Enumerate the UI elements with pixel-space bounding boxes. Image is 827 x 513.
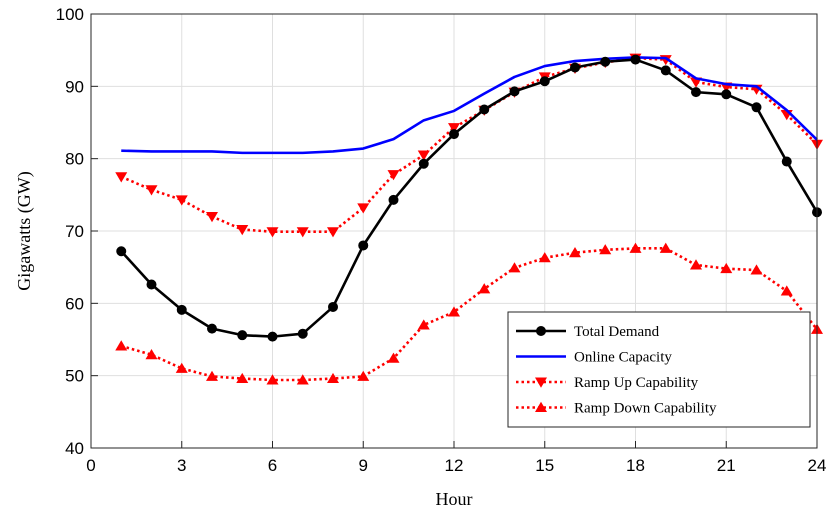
series-online-capacity: [121, 56, 818, 155]
x-axis-label: Hour: [436, 489, 473, 509]
y-tick-label: 60: [65, 294, 84, 313]
data-point: [781, 156, 792, 167]
data-point: [721, 89, 732, 100]
series-layer: [115, 53, 823, 385]
data-point: [175, 195, 188, 206]
series-line: [120, 56, 818, 234]
data-point: [327, 372, 339, 384]
series-line: [120, 58, 819, 338]
x-tick-label: 24: [808, 456, 827, 475]
legend-marker: [535, 377, 547, 388]
data-point: [630, 54, 641, 65]
y-tick-label: 50: [65, 367, 84, 386]
data-point: [358, 240, 369, 251]
legend-item: Total Demand: [516, 324, 660, 340]
axis-ticks: 0 3 6 9 12 15 18 21 24 40 50 60 70 80 90 100: [56, 5, 827, 475]
data-point: [266, 227, 279, 238]
data-point: [145, 185, 158, 196]
data-point: [720, 262, 733, 274]
y-tick-label: 40: [65, 439, 84, 458]
series-line: [120, 247, 819, 382]
legend-item: Online Capacity: [516, 350, 672, 366]
legend-marker: [536, 326, 546, 336]
data-point: [599, 244, 612, 255]
legend: Total Demand Online Capacity Ramp Up Capab…: [507, 311, 811, 428]
legend-label: Ramp Down Capability: [574, 401, 717, 417]
data-point: [417, 150, 430, 161]
data-point: [115, 340, 128, 351]
legend-label: Ramp Up Capability: [574, 375, 699, 391]
data-point: [207, 323, 217, 334]
data-point: [327, 227, 339, 238]
data-point: [479, 104, 490, 115]
legend-marker: [535, 401, 547, 412]
data-point: [569, 247, 581, 258]
data-point: [538, 252, 551, 263]
series-total-demand: [116, 54, 822, 342]
data-point: [570, 62, 580, 73]
data-point: [145, 348, 158, 360]
data-point: [206, 370, 218, 381]
series-line: [121, 56, 818, 155]
x-tick-label: 9: [359, 456, 368, 475]
x-tick-label: 18: [626, 456, 645, 475]
data-point: [780, 285, 793, 296]
data-point: [267, 331, 278, 342]
data-point: [236, 225, 249, 236]
legend-label: Online Capacity: [574, 350, 672, 366]
x-tick-label: 0: [86, 456, 95, 475]
data-point: [417, 319, 430, 330]
x-tick-label: 3: [177, 456, 186, 475]
y-tick-label: 80: [65, 150, 84, 169]
data-point: [236, 372, 249, 384]
data-point: [357, 203, 370, 214]
x-tick-label: 15: [535, 456, 554, 475]
data-point: [296, 227, 309, 238]
data-point: [508, 262, 521, 273]
data-point: [478, 283, 491, 294]
data-point: [691, 87, 701, 98]
data-point: [660, 65, 671, 76]
data-point: [146, 279, 157, 290]
data-point: [448, 123, 460, 134]
data-point: [237, 330, 248, 341]
data-point: [690, 259, 702, 270]
legend-item: Ramp Up Capability: [516, 375, 699, 391]
series-ramp-down-capability: [115, 242, 823, 385]
data-point: [629, 242, 642, 253]
data-point: [751, 102, 762, 113]
data-point: [175, 362, 188, 373]
data-point: [449, 129, 459, 140]
y-tick-label: 100: [56, 5, 84, 24]
y-axis-label: Gigawatts (GW): [14, 171, 35, 290]
data-point: [448, 306, 460, 317]
data-point: [266, 374, 279, 385]
data-point: [296, 374, 309, 385]
x-tick-label: 21: [717, 456, 736, 475]
y-tick-label: 90: [65, 77, 84, 96]
data-point: [387, 170, 400, 181]
legend-item: Ramp Down Capability: [516, 401, 717, 417]
data-point: [206, 212, 218, 223]
data-point: [176, 304, 187, 315]
data-point: [357, 370, 370, 381]
data-point: [750, 264, 763, 275]
legend-label: Total Demand: [574, 324, 660, 340]
x-tick-label: 6: [268, 456, 277, 475]
data-point: [388, 194, 399, 205]
data-point: [539, 76, 550, 87]
data-point: [659, 242, 672, 253]
data-point: [600, 56, 611, 67]
y-tick-label: 70: [65, 222, 84, 241]
data-point: [116, 246, 127, 257]
x-tick-label: 12: [445, 456, 464, 475]
data-point: [509, 86, 520, 97]
data-point: [418, 158, 429, 169]
data-point: [297, 328, 308, 339]
data-point: [328, 301, 338, 312]
data-point: [387, 352, 400, 363]
data-point: [115, 172, 128, 183]
